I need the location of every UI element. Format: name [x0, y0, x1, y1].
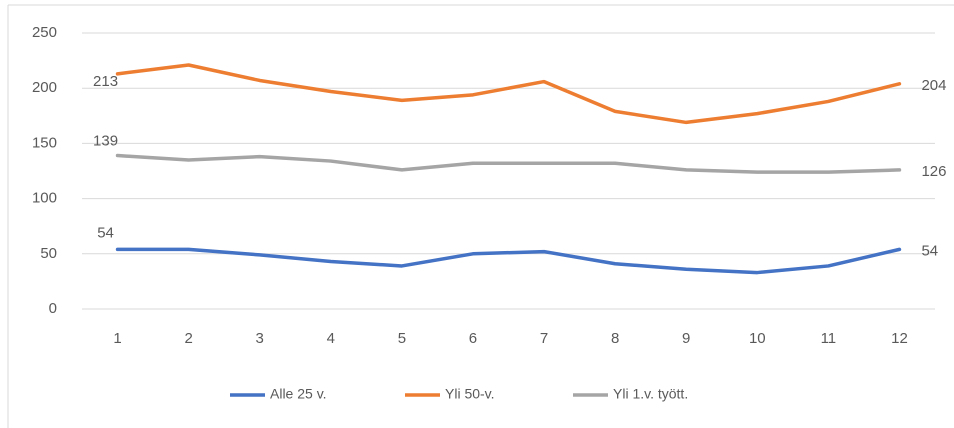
x-tick-label: 6 [469, 330, 477, 347]
x-tick-label: 8 [611, 330, 619, 347]
x-tick-label: 1 [113, 330, 121, 347]
series-line [115, 247, 902, 275]
x-tick-label: 7 [540, 330, 548, 347]
data-label: 126 [921, 163, 946, 180]
legend-label: Yli 1.v. tyött. [613, 386, 688, 402]
y-tick-label: 0 [49, 300, 57, 317]
data-label: 204 [921, 77, 946, 94]
x-tick-label: 4 [327, 330, 335, 347]
series-line [115, 63, 902, 125]
data-label: 54 [921, 242, 938, 259]
y-tick-label: 200 [32, 79, 57, 96]
data-label: 213 [93, 73, 118, 90]
y-tick-label: 150 [32, 134, 57, 151]
x-tick-label: 11 [821, 330, 837, 347]
series-line [115, 153, 902, 174]
data-label: 54 [97, 224, 114, 241]
y-tick-label: 100 [32, 190, 57, 207]
x-tick-label: 5 [398, 330, 406, 347]
legend-label: Alle 25 v. [270, 386, 327, 402]
x-tick-label: 9 [682, 330, 690, 347]
legend-label: Yli 50-v. [445, 386, 495, 402]
y-tick-label: 250 [32, 24, 57, 41]
x-tick-label: 12 [891, 330, 908, 347]
y-tick-label: 50 [40, 245, 57, 262]
x-tick-label: 10 [749, 330, 766, 347]
data-label: 139 [93, 133, 118, 150]
x-tick-label: 2 [184, 330, 192, 347]
x-tick-label: 3 [256, 330, 264, 347]
